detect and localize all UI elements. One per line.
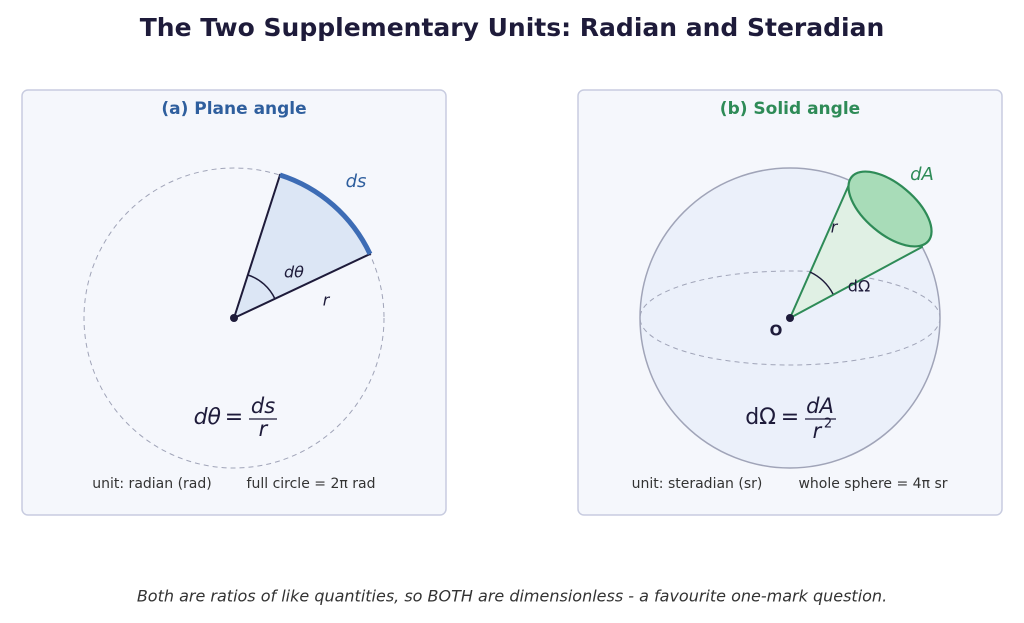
panel-heading: (b) Solid angle <box>720 99 860 119</box>
angle-label: dθ <box>284 263 304 282</box>
formula-num: dA <box>806 394 834 418</box>
title: The Two Supplementary Units: Radian and … <box>140 13 885 42</box>
formula-den: r <box>259 417 269 441</box>
panel-heading: (a) Plane angle <box>161 99 306 119</box>
formula-lhs: dθ <box>194 405 222 430</box>
equator <box>639 270 941 366</box>
panel <box>21 89 447 516</box>
formula-lhs: dΩ <box>745 405 776 430</box>
center-point <box>230 314 238 322</box>
unit-text: unit: steradian (sr) <box>632 476 763 492</box>
unit-text: whole sphere = 4π sr <box>798 476 947 492</box>
circle <box>83 167 385 469</box>
area-patch <box>847 170 933 248</box>
unit-text: full circle = 2π rad <box>247 476 376 492</box>
arc <box>279 172 373 256</box>
unit-text: unit: radian (rad) <box>92 476 211 492</box>
area-label: dA <box>910 164 934 185</box>
formula-eq: = <box>781 405 799 430</box>
formula-den: r <box>813 419 823 443</box>
angle-arc <box>809 271 834 295</box>
radius-label: r <box>323 291 331 310</box>
arc-label: ds <box>346 171 367 192</box>
center-point <box>786 314 794 322</box>
angle-label: dΩ <box>848 277 870 296</box>
formula-num: ds <box>251 394 275 418</box>
footnote: Both are ratios of like quantities, so B… <box>137 587 887 606</box>
formula-power: 2 <box>824 417 832 432</box>
origin-label: O <box>770 322 783 340</box>
radius-label: r <box>831 218 839 237</box>
formula-eq: = <box>225 405 243 430</box>
angle-arc <box>247 274 276 300</box>
